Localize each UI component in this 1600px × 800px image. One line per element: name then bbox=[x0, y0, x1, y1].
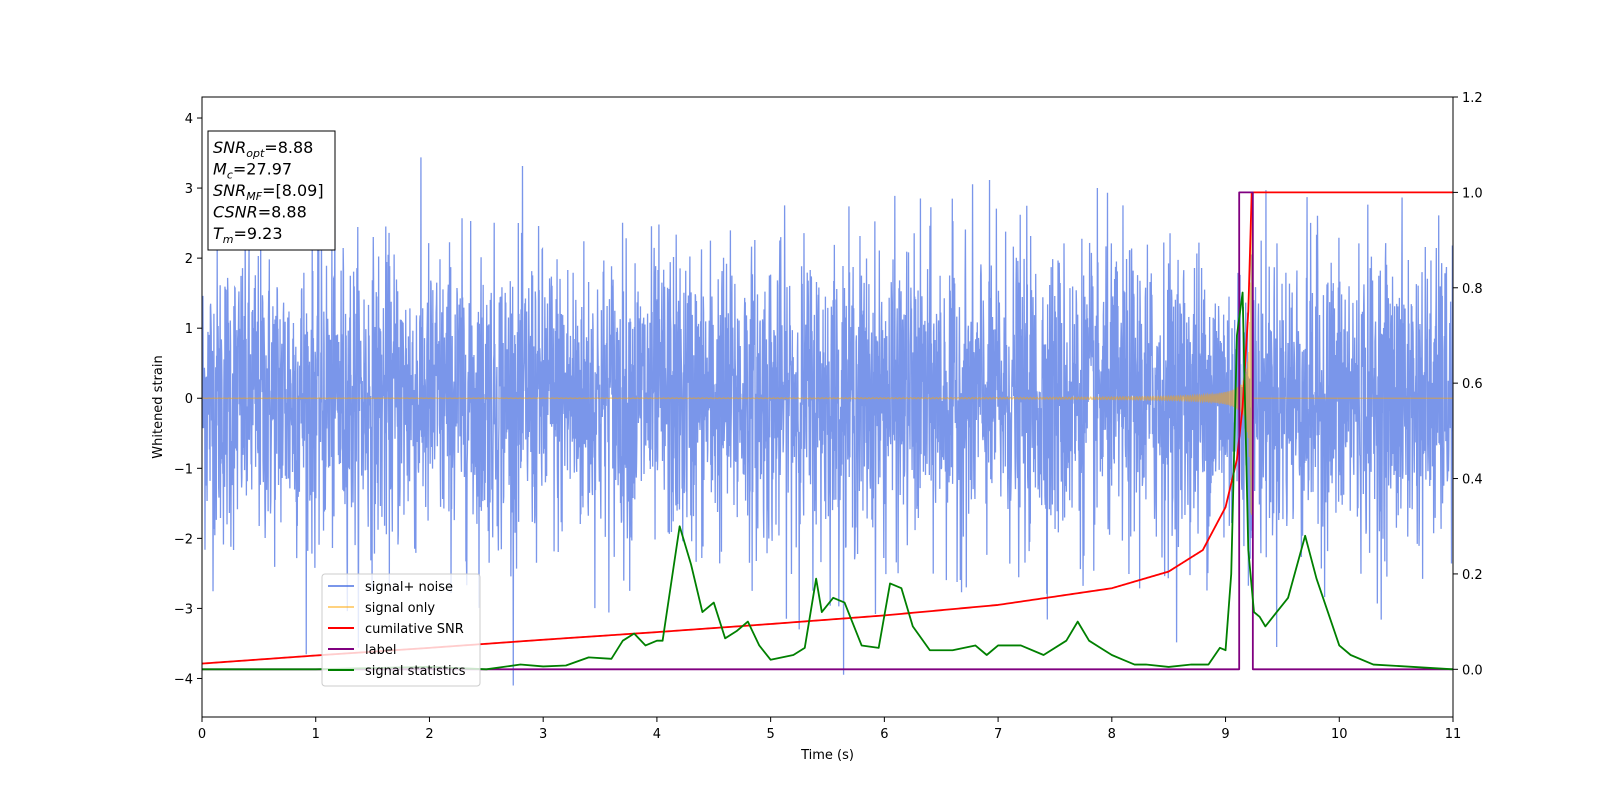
legend-entry-label: label bbox=[365, 643, 396, 658]
y-tick-label: 4 bbox=[185, 112, 193, 127]
y2-tick-label: 0.6 bbox=[1462, 377, 1483, 392]
x-tick-label: 1 bbox=[312, 727, 320, 742]
x-tick-label: 2 bbox=[425, 727, 433, 742]
y2-tick-label: 1.0 bbox=[1462, 186, 1483, 201]
x-tick-label: 0 bbox=[198, 727, 206, 742]
annotation-line: SNRopt=8.88 bbox=[213, 138, 313, 160]
x-tick-label: 8 bbox=[1108, 727, 1116, 742]
y-tick-label: −2 bbox=[174, 532, 193, 547]
x-tick-label: 11 bbox=[1445, 727, 1462, 742]
y-axis-left: −4 −3 −2 −1 0 1 2 3 4 bbox=[174, 112, 202, 687]
legend-frame bbox=[321, 573, 481, 687]
y-axis-label: Whitened strain bbox=[151, 355, 166, 458]
plot-frame bbox=[201, 96, 1454, 718]
x-axis-label: Time (s) bbox=[800, 748, 854, 763]
x-tick-label: 9 bbox=[1221, 727, 1229, 742]
y-tick-label: −1 bbox=[174, 462, 193, 477]
x-tick-label: 4 bbox=[653, 727, 661, 742]
annotation-frame bbox=[207, 130, 336, 251]
series-line-label bbox=[202, 191, 1453, 671]
x-tick-label: 5 bbox=[766, 727, 774, 742]
y-tick-label: −4 bbox=[174, 672, 193, 687]
x-tick-label: 7 bbox=[994, 727, 1002, 742]
legend-entry-label: signal only bbox=[365, 601, 435, 616]
series-line-cumilative-snr bbox=[202, 191, 1453, 665]
y-axis-right: 0.0 0.2 0.4 0.6 0.8 1.0 1.2 bbox=[1453, 91, 1483, 678]
annotation-box: SNRopt=8.88Mc=27.97SNRMF=[8.09]CSNR=8.88… bbox=[207, 130, 336, 251]
annotation-line: SNRMF=[8.09] bbox=[213, 181, 324, 203]
legend-entry-label: signal+ noise bbox=[365, 580, 453, 595]
y2-tick-label: 0.8 bbox=[1462, 282, 1483, 297]
y2-tick-label: 1.2 bbox=[1462, 91, 1483, 106]
legend-entry-label: signal statistics bbox=[365, 664, 466, 679]
x-tick-label: 6 bbox=[880, 727, 888, 742]
y-tick-label: 2 bbox=[185, 252, 193, 267]
annotation-line: Mc=27.97 bbox=[213, 160, 292, 182]
x-tick-label: 3 bbox=[539, 727, 547, 742]
series-line-signal-statistics bbox=[202, 291, 1453, 671]
y-tick-label: −3 bbox=[174, 602, 193, 617]
legend: signal+ noise signal only cumilative SNR la… bbox=[321, 573, 481, 687]
y2-tick-label: 0.4 bbox=[1462, 473, 1483, 488]
y2-tick-label: 0.2 bbox=[1462, 568, 1483, 583]
y2-tick-label: 0.0 bbox=[1462, 663, 1483, 678]
annotation-line: CSNR=8.88 bbox=[213, 203, 307, 222]
annotation-line: Tm=9.23 bbox=[213, 224, 283, 246]
y-tick-label: 1 bbox=[185, 322, 193, 337]
series-layer bbox=[202, 157, 1453, 686]
legend-entry-label: cumilative SNR bbox=[365, 622, 464, 637]
x-axis: 0 1 2 3 4 5 6 7 8 9 10 11 bbox=[198, 717, 1461, 742]
y-tick-label: 0 bbox=[185, 392, 193, 407]
x-tick-label: 10 bbox=[1331, 727, 1348, 742]
y-tick-label: 3 bbox=[185, 182, 193, 197]
